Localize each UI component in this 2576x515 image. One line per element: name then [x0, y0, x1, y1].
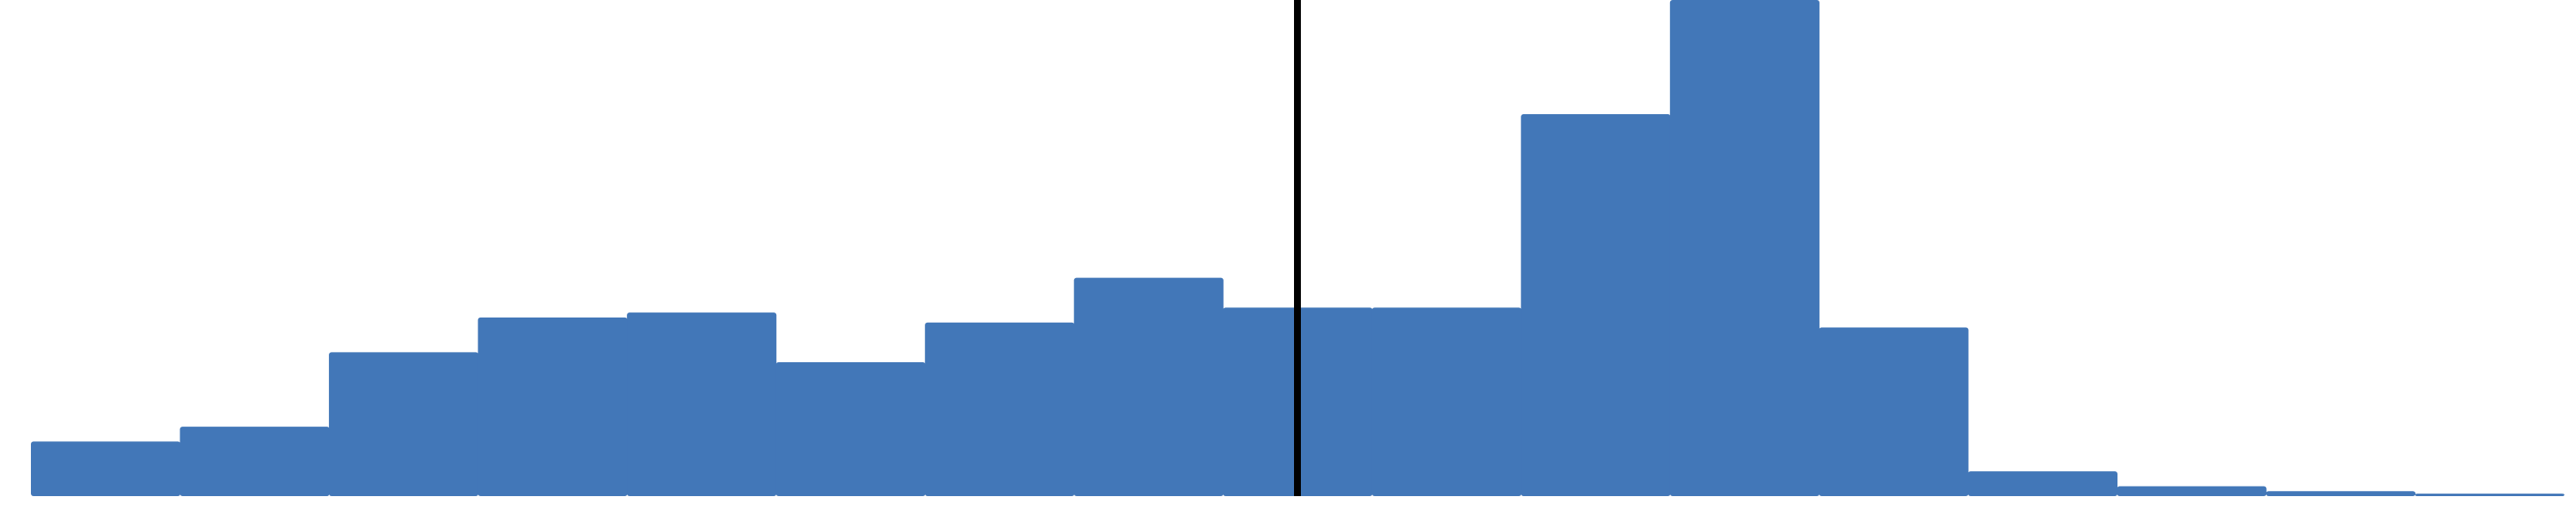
histogram-bar: [2117, 486, 2267, 496]
histogram-bar: [627, 312, 777, 496]
histogram-bar: [1669, 0, 1820, 496]
histogram-bar: [329, 352, 479, 496]
histogram-bar: [1073, 277, 1224, 496]
histogram-bar: [775, 361, 926, 496]
histogram-bar: [1371, 307, 1522, 496]
histogram-bar: [1819, 327, 1969, 496]
histogram-bar: [179, 427, 330, 496]
histogram-bar: [1967, 471, 2118, 496]
histogram-bar: [2415, 494, 2565, 496]
histogram-bar: [925, 322, 1075, 496]
histogram-bar: [1521, 113, 1671, 496]
histogram-bar: [31, 441, 181, 496]
histogram-bar: [2265, 491, 2416, 496]
histogram-bar: [477, 317, 628, 496]
